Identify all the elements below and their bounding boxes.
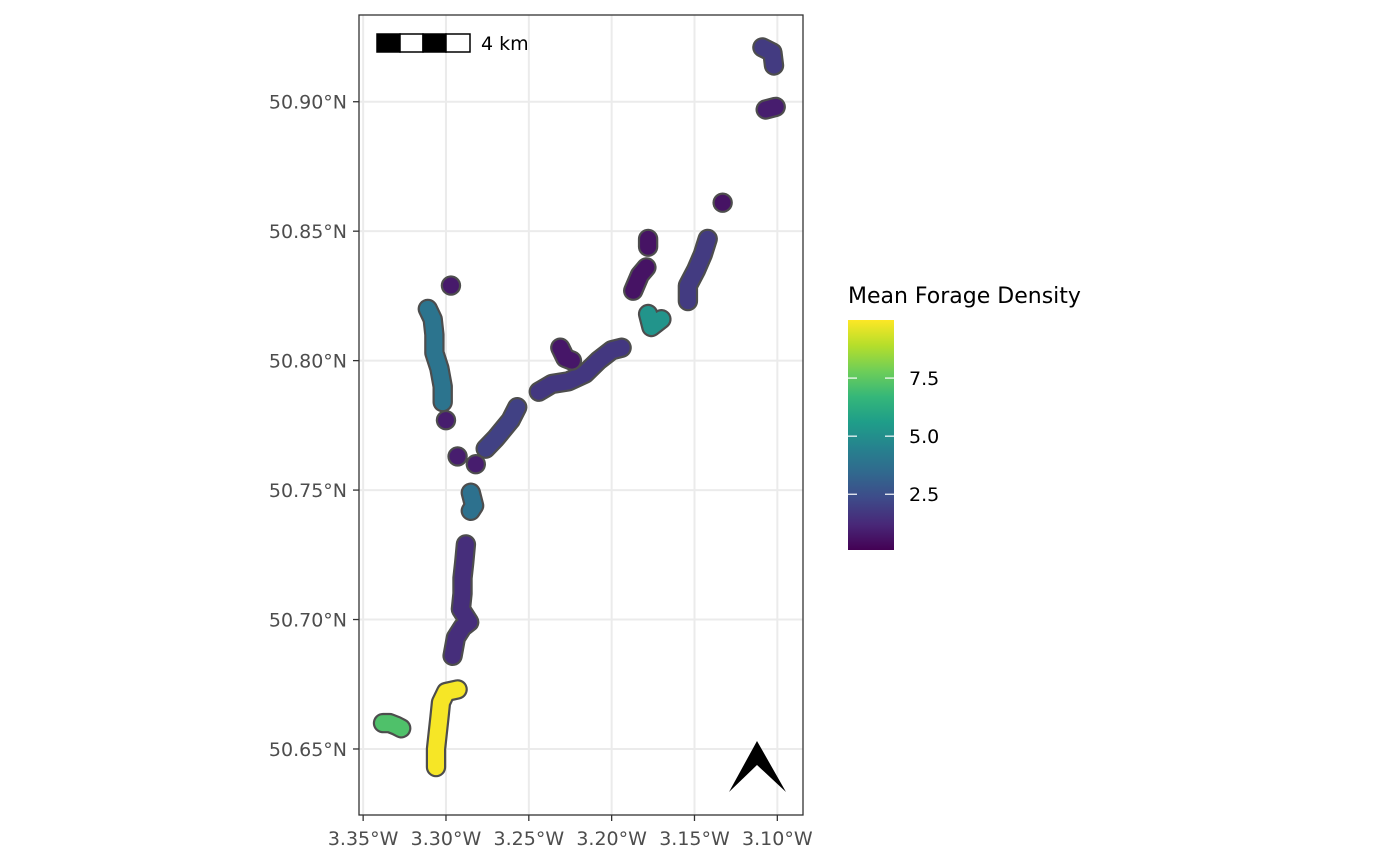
patch-fill <box>530 339 630 400</box>
y-tick-label: 50.65°N <box>269 739 347 761</box>
legend-title: Mean Forage Density <box>848 284 1081 309</box>
y-tick-label: 50.90°N <box>269 92 347 114</box>
patch-fill <box>625 259 655 299</box>
patch-fill <box>462 484 483 519</box>
x-tick-label: 3.35°W <box>328 828 399 850</box>
forage-patch <box>417 298 453 413</box>
forage-patch <box>752 37 785 76</box>
patch-fill <box>449 448 466 465</box>
forage-patch <box>550 337 583 371</box>
y-tick-label: 50.75°N <box>269 480 347 502</box>
scale-bar-segment <box>422 33 447 53</box>
forage-patch <box>623 257 657 301</box>
axes: 3.35°W 3.30°W 3.25°W 3.20°W 3.15°W 3.10°W 50.6… <box>269 92 813 850</box>
forage-patch <box>528 337 632 402</box>
scale-bar-segment <box>376 33 401 53</box>
legend: Mean Forage Density 2.5 5.0 7.5 <box>848 284 1081 550</box>
scale-bar-label: 4 km <box>481 33 529 55</box>
forage-patch <box>637 303 672 338</box>
scale-bar-segment <box>445 33 471 53</box>
legend-colorbar <box>848 320 894 550</box>
patch-fill <box>640 306 670 335</box>
legend-tick-label: 5.0 <box>909 426 939 448</box>
forage-patch <box>442 534 480 666</box>
forage-patch <box>435 409 457 431</box>
forage-patch <box>755 96 786 120</box>
panel-border <box>358 14 804 816</box>
y-tick-label: 50.70°N <box>269 610 347 632</box>
legend-tick-label: 2.5 <box>909 484 939 506</box>
patch-fill <box>757 98 784 118</box>
forage-patch <box>475 397 528 459</box>
patch-fill <box>437 412 454 429</box>
y-tick-label: 50.80°N <box>269 351 347 373</box>
gridlines <box>359 15 803 815</box>
patch-fill <box>442 277 459 294</box>
patch-fill <box>714 194 731 211</box>
patch-fill <box>679 230 716 310</box>
legend-ticks: 2.5 5.0 7.5 <box>848 368 939 506</box>
forage-patch <box>712 192 733 213</box>
scale-bar: 4 km <box>376 33 529 55</box>
patch-fill <box>754 39 782 74</box>
legend-tick-label: 7.5 <box>909 368 939 390</box>
forage-patches <box>372 37 786 778</box>
patch-fill <box>444 536 478 664</box>
patch-fill <box>467 456 484 473</box>
forage-patch <box>447 446 468 467</box>
patch-fill <box>428 681 466 776</box>
forage-patch <box>677 228 718 312</box>
patch-fill <box>419 300 451 411</box>
forage-patch <box>465 453 486 475</box>
patch-fill <box>477 399 526 457</box>
panel-background <box>359 15 803 815</box>
x-tick-label: 3.20°W <box>576 828 647 850</box>
scale-bar-segment <box>399 33 424 53</box>
x-tick-label: 3.10°W <box>742 828 813 850</box>
forage-patch <box>372 712 412 739</box>
patch-fill <box>375 715 410 737</box>
x-tick-label: 3.25°W <box>494 828 565 850</box>
forage-patch <box>460 482 485 521</box>
forage-patch <box>440 275 462 296</box>
x-tick-label: 3.30°W <box>411 828 482 850</box>
forage-patch <box>425 679 468 778</box>
north-arrow-icon <box>729 741 786 792</box>
y-tick-label: 50.85°N <box>269 221 347 243</box>
patch-fill <box>552 339 580 369</box>
x-tick-label: 3.15°W <box>659 828 730 850</box>
